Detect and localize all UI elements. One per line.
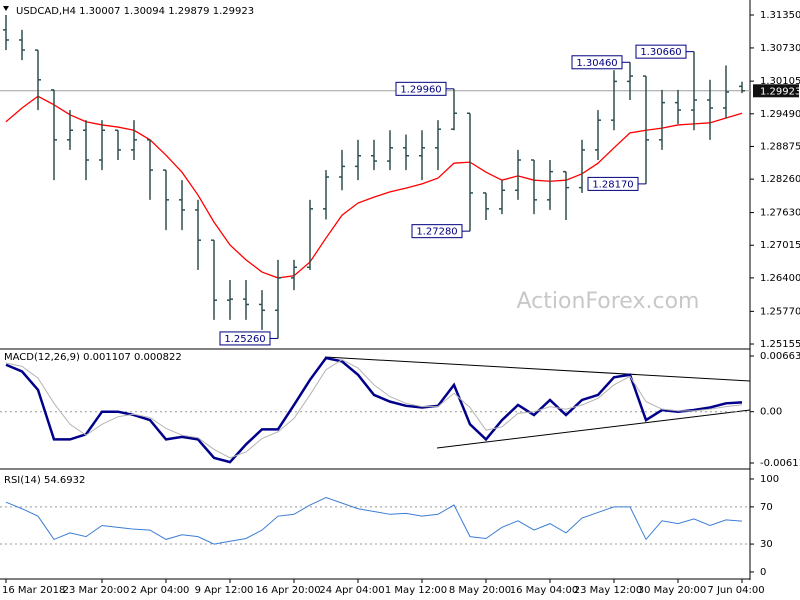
y-tick-label: 1.28875 [760, 141, 800, 152]
y-tick-label: 1.30730 [760, 43, 800, 54]
y-tick-label: 30 [760, 539, 773, 550]
menu-arrow[interactable] [3, 6, 9, 11]
trendline [436, 409, 751, 449]
x-tick-label: 23 Mar 20:00 [63, 585, 130, 596]
panel-title: RSI(14) 54.6932 [4, 475, 85, 486]
annotation-box [635, 44, 687, 59]
y-tick-label: 1.27015 [760, 240, 800, 251]
y-tick-label: 0 [760, 567, 766, 578]
y-tick-label: -0.006114 [760, 458, 800, 469]
y-tick-label: 100 [760, 474, 779, 485]
line [5, 497, 743, 545]
last-price-box [753, 84, 799, 98]
y-tick-label: 70 [760, 502, 773, 513]
annotation-label: 1.30460 [576, 58, 617, 69]
y-tick-label: 1.29490 [760, 109, 800, 120]
x-tick-label: 24 Apr 04:00 [319, 585, 384, 596]
annotation-label: 1.28170 [592, 179, 633, 190]
line [5, 359, 743, 459]
annotation-box [411, 224, 463, 239]
x-tick-label: 8 May 20:00 [449, 585, 511, 596]
panel-title: MACD(12,26,9) 0.001107 0.000822 [4, 352, 182, 363]
y-tick-label: 1.25770 [760, 306, 800, 317]
line [5, 356, 743, 464]
y-tick-label: 1.30105 [760, 76, 800, 87]
x-tick-label: 16 Apr 20:00 [255, 585, 320, 596]
annotation-label: 1.25260 [224, 334, 265, 345]
annotation-label: 1.30660 [640, 47, 681, 58]
annotation-box [571, 55, 623, 70]
x-tick-label: 7 Jun 04:00 [707, 585, 764, 596]
last-price-label: 1.29923 [760, 86, 800, 97]
x-tick-label: 2 Apr 04:00 [131, 585, 190, 596]
annotation-label: 1.27280 [416, 227, 457, 238]
annotation-box [219, 331, 271, 346]
y-tick-label: 0.00 [760, 407, 782, 418]
x-tick-label: 16 Mar 2018 [2, 585, 65, 596]
x-tick-label: 30 May 20:00 [638, 585, 707, 596]
y-tick-label: 1.26400 [760, 273, 800, 284]
y-tick-label: 1.31350 [760, 10, 800, 21]
y-tick-label: 0.006639 [760, 351, 800, 362]
line [5, 95, 743, 279]
watermark: ActionForex.com [517, 289, 700, 314]
y-tick-label: 1.25155 [760, 339, 800, 350]
annotation-box [587, 176, 639, 191]
x-tick-label: 16 May 04:00 [510, 585, 579, 596]
trendline [324, 356, 751, 382]
x-tick-label: 1 May 12:00 [385, 585, 447, 596]
panel-title: USDCAD,H4 1.30007 1.30094 1.29879 1.2992… [16, 6, 254, 17]
annotation-box [395, 81, 447, 96]
x-tick-label: 23 May 12:00 [574, 585, 643, 596]
x-tick-label: 9 Apr 12:00 [195, 585, 254, 596]
y-tick-label: 1.27630 [760, 208, 800, 219]
y-tick-label: 1.28260 [760, 174, 800, 185]
annotation-label: 1.29960 [400, 84, 441, 95]
